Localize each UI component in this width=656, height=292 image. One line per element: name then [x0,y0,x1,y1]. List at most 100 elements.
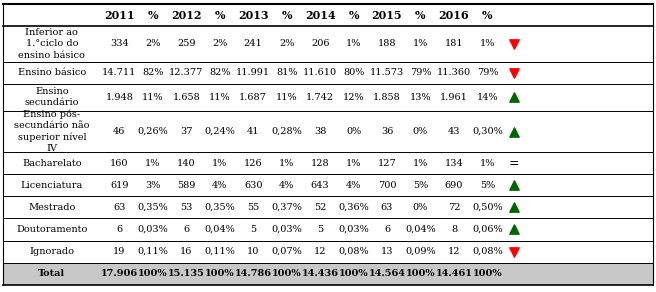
Text: 5%: 5% [413,181,428,190]
Bar [3,152,653,174]
Point [509,70,520,75]
Text: 38: 38 [314,127,326,136]
Text: 1%: 1% [346,39,361,48]
Text: %: % [215,10,225,21]
Text: 0,07%: 0,07% [272,247,302,256]
Text: 0%: 0% [413,127,428,136]
Text: 160: 160 [110,159,129,168]
Text: 4%: 4% [346,181,361,190]
Text: 1.948: 1.948 [106,93,133,102]
Text: 72: 72 [447,203,461,212]
Text: Doutoramento: Doutoramento [16,225,87,234]
Text: =: = [509,157,520,170]
Text: 643: 643 [311,181,329,190]
Text: 0,30%: 0,30% [472,127,502,136]
Text: 5: 5 [250,225,256,234]
Text: 16: 16 [180,247,192,256]
Text: 14.436: 14.436 [302,269,338,278]
Text: 13: 13 [380,247,394,256]
Text: 4%: 4% [212,181,228,190]
Text: 82%: 82% [209,68,230,77]
Text: 0,28%: 0,28% [272,127,302,136]
Text: 79%: 79% [410,68,431,77]
Text: %: % [281,10,292,21]
Text: 4%: 4% [279,181,295,190]
Text: 12: 12 [447,247,461,256]
Text: 100%: 100% [138,269,168,278]
Text: 1%: 1% [145,159,161,168]
Text: 259: 259 [177,39,195,48]
Text: 0,03%: 0,03% [138,225,168,234]
Text: 12.377: 12.377 [169,68,203,77]
Text: 11%: 11% [276,93,297,102]
Point [509,183,520,188]
Text: 619: 619 [110,181,129,190]
Text: 5: 5 [317,225,323,234]
Text: 181: 181 [445,39,463,48]
Bar [3,174,653,196]
Text: 1%: 1% [346,159,361,168]
Text: %: % [148,10,158,21]
Text: 11%: 11% [209,93,230,102]
Text: 79%: 79% [477,68,498,77]
Bar [3,218,653,241]
Text: 5%: 5% [480,181,495,190]
Text: 126: 126 [244,159,262,168]
Text: 63: 63 [381,203,393,212]
Text: 690: 690 [445,181,463,190]
Text: 241: 241 [244,39,262,48]
Point [509,95,520,100]
Text: 11.360: 11.360 [437,68,471,77]
Bar [3,196,653,218]
Text: Licenciatura: Licenciatura [21,181,83,190]
Text: Total: Total [38,269,66,278]
Text: 14.711: 14.711 [102,68,136,77]
Text: 0,08%: 0,08% [472,247,502,256]
Text: 0,11%: 0,11% [204,247,236,256]
Text: 128: 128 [311,159,329,168]
Text: 630: 630 [244,181,262,190]
Text: 41: 41 [247,127,260,136]
Text: 14.461: 14.461 [436,269,472,278]
Text: 13%: 13% [410,93,431,102]
Text: %: % [348,10,359,21]
Text: Inferior ao
1.°ciclo do
ensino básico: Inferior ao 1.°ciclo do ensino básico [18,28,85,60]
Text: 14%: 14% [477,93,498,102]
Text: 6: 6 [384,225,390,234]
Text: 127: 127 [378,159,396,168]
Text: 0,04%: 0,04% [405,225,436,234]
Text: 12%: 12% [343,93,364,102]
Text: 10: 10 [247,247,259,256]
Text: 0,11%: 0,11% [137,247,169,256]
Text: 0,37%: 0,37% [271,203,302,212]
Text: 2011: 2011 [104,10,134,21]
Text: 1.858: 1.858 [373,93,401,102]
Text: 82%: 82% [142,68,163,77]
Text: 0,50%: 0,50% [472,203,502,212]
Text: Ensino pós-
secundário não
superior nível
IV: Ensino pós- secundário não superior níve… [14,110,90,153]
Text: 589: 589 [177,181,195,190]
Text: 0,09%: 0,09% [405,247,436,256]
Text: 19: 19 [113,247,125,256]
Text: 1.658: 1.658 [173,93,200,102]
Text: 43: 43 [447,127,461,136]
Point [509,227,520,232]
Text: 46: 46 [113,127,125,136]
Bar [3,84,653,111]
Text: 188: 188 [378,39,396,48]
Text: 3%: 3% [145,181,161,190]
Text: 17.906: 17.906 [101,269,138,278]
Text: Mestrado: Mestrado [28,203,75,212]
Text: 100%: 100% [405,269,436,278]
Text: 0%: 0% [346,127,361,136]
Text: 0%: 0% [413,203,428,212]
Text: 2016: 2016 [439,10,469,21]
Text: 100%: 100% [205,269,235,278]
Text: 134: 134 [445,159,463,168]
Text: 2013: 2013 [238,10,268,21]
Text: 1%: 1% [212,159,228,168]
Text: 140: 140 [177,159,195,168]
Text: %: % [482,10,493,21]
Bar [3,241,653,263]
Text: 0,08%: 0,08% [338,247,369,256]
